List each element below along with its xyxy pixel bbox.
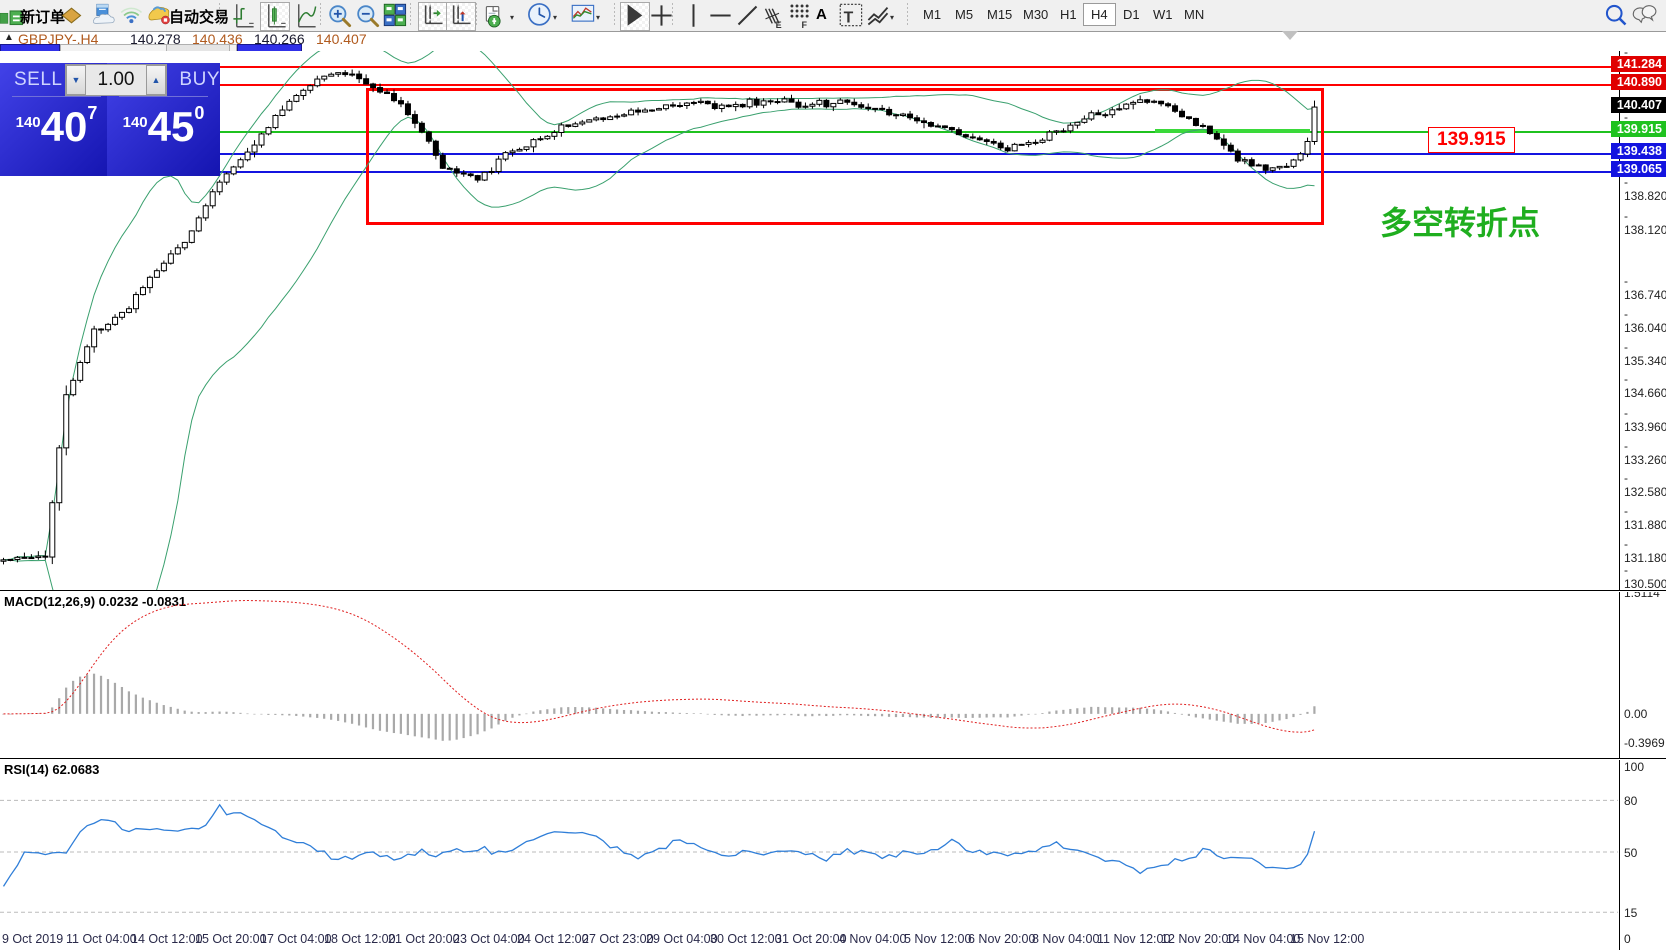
svg-text:T: T [844,9,854,26]
svg-text:E: E [776,20,782,29]
svg-text:F: F [802,20,808,29]
